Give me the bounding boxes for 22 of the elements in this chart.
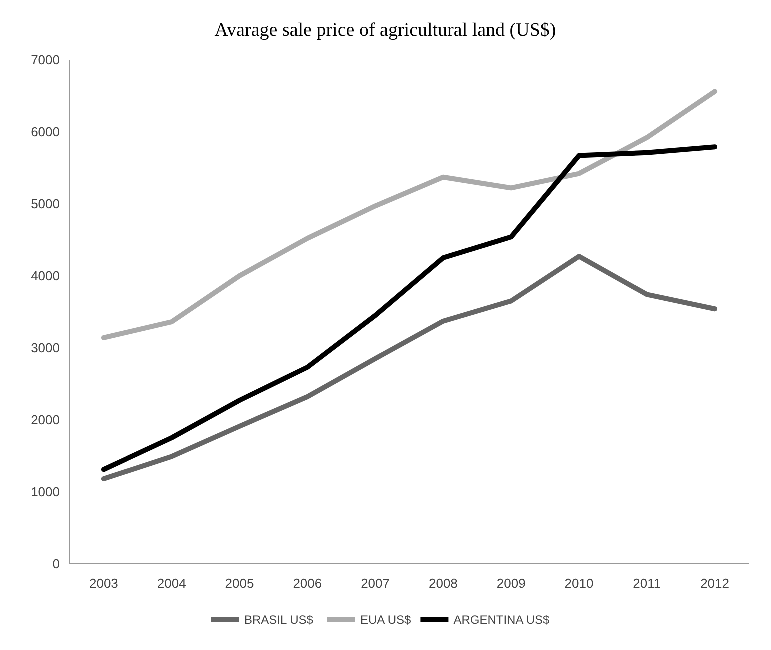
x-tick-label: 2004 (157, 576, 186, 591)
x-tick-label: 2011 (633, 576, 662, 591)
x-tick-label: 2007 (361, 576, 390, 591)
legend-label: BRASIL US$ (244, 613, 314, 628)
x-tick-label: 2010 (564, 576, 594, 591)
x-tick-label: 2012 (700, 576, 730, 591)
chart-title: Avarage sale price of agricultural land (US$) (214, 20, 556, 41)
legend-label: EUA US$ (360, 613, 412, 628)
y-tick-label: 0 (52, 556, 60, 572)
x-tick-label: 2009 (496, 576, 526, 591)
y-tick-label: 6000 (31, 124, 60, 140)
x-tick-label: 2005 (225, 576, 254, 591)
x-tick-label: 2006 (293, 576, 322, 591)
x-tick-label: 2003 (89, 576, 118, 591)
y-tick-label: 7000 (31, 52, 60, 68)
y-tick-label: 4000 (31, 268, 60, 284)
y-tick-label: 2000 (31, 412, 60, 428)
y-tick-label: 1000 (31, 484, 60, 500)
x-tick-label: 2008 (428, 576, 458, 591)
legend-label: ARGENTINA US$ (454, 613, 550, 628)
y-tick-label: 3000 (31, 340, 60, 356)
y-tick-label: 5000 (31, 196, 60, 212)
